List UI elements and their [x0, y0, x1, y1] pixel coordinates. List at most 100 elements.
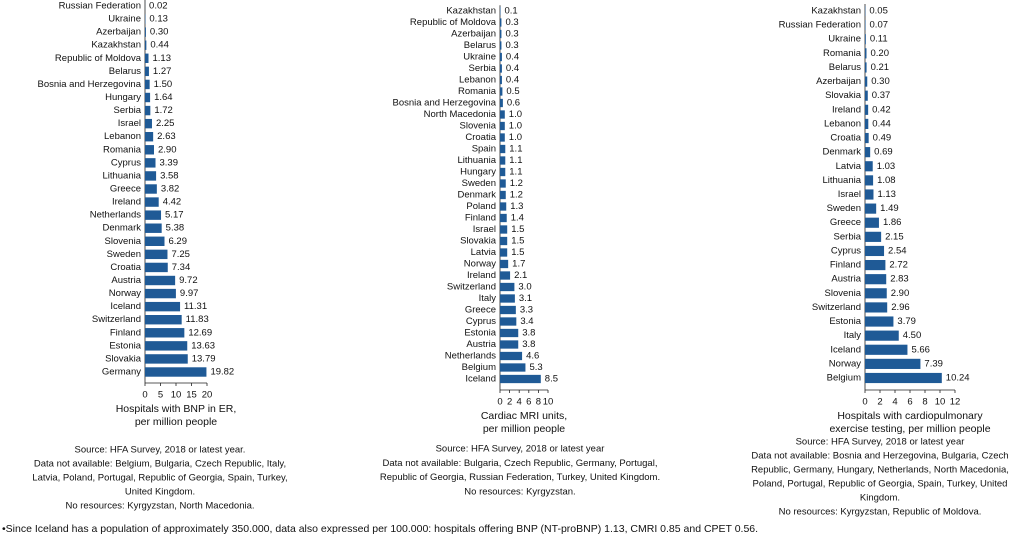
value-label: 0.4: [506, 63, 519, 74]
category-label: Lithuania: [457, 155, 496, 166]
category-label: Bosnia and Herzegovina: [37, 79, 141, 90]
bar: [865, 147, 871, 158]
value-label: 0.37: [872, 90, 891, 101]
category-label: Lebanon: [824, 118, 861, 129]
value-label: 2.96: [891, 302, 910, 313]
bar: [865, 288, 887, 299]
value-label: 0.44: [872, 118, 891, 129]
category-label: Cyprus: [111, 157, 141, 168]
bar: [500, 64, 502, 73]
value-label: 6.29: [168, 236, 187, 247]
note: Data not available: Bulgaria, Czech Repu…: [383, 458, 658, 469]
category-label: Greece: [465, 305, 496, 316]
bar: [865, 330, 899, 341]
bar: [865, 20, 866, 31]
category-label: Serbia: [469, 63, 497, 74]
value-label: 2.90: [891, 288, 910, 299]
value-label: 1.2: [510, 190, 523, 201]
bar: [145, 105, 151, 116]
value-label: 0.42: [872, 104, 891, 115]
value-label: 2.25: [156, 118, 175, 129]
value-label: 1.03: [877, 161, 896, 172]
value-label: 9.72: [179, 275, 198, 286]
category-label: Serbia: [114, 105, 142, 116]
value-label: 9.97: [180, 288, 199, 299]
bar: [500, 156, 506, 165]
category-label: Slovakia: [105, 353, 142, 364]
category-label: Azerbaijan: [96, 27, 141, 38]
value-label: 1.4: [511, 213, 524, 224]
value-label: 0.11: [870, 34, 888, 45]
bar: [865, 132, 869, 144]
bar: [865, 372, 942, 384]
value-label: 0.1: [504, 6, 517, 17]
axis-label: exercise testing, per million people: [829, 423, 990, 435]
category-label: Iceland: [110, 301, 141, 312]
category-label: Estonia: [464, 328, 496, 339]
x-tick-label: 0: [142, 390, 147, 401]
bar: [500, 52, 502, 62]
bar: [500, 305, 516, 315]
bar: [500, 29, 502, 39]
value-label: 5.38: [166, 223, 185, 234]
bar: [145, 171, 157, 181]
value-label: 0.05: [869, 6, 888, 17]
value-label: 13.63: [191, 340, 215, 351]
category-label: Estonia: [829, 316, 861, 327]
value-label: 1.3: [510, 201, 523, 212]
axis-label: Hospitals with cardiopulmonary: [837, 410, 983, 422]
value-label: 4.42: [163, 197, 182, 208]
category-label: Sweden: [107, 249, 141, 260]
value-label: 3.4: [520, 316, 533, 327]
category-label: Switzerland: [447, 282, 496, 293]
category-label: Ukraine: [828, 34, 861, 45]
x-tick-label: 8: [922, 397, 927, 408]
value-label: 0.69: [874, 147, 893, 158]
bar: [865, 274, 887, 285]
bar: [500, 213, 507, 223]
value-label: 3.1: [519, 293, 532, 304]
category-label: Finland: [110, 327, 141, 338]
note: Republic of Georgia, Russian Federation,…: [380, 472, 660, 483]
bar: [500, 167, 506, 177]
category-label: Netherlands: [445, 351, 496, 362]
bar: [145, 184, 157, 194]
value-label: 0.4: [506, 52, 519, 63]
category-label: Poland: [466, 201, 496, 212]
bar: [865, 344, 908, 355]
value-label: 0.21: [871, 62, 890, 73]
value-label: 3.0: [518, 282, 531, 293]
category-label: Austria: [111, 275, 141, 286]
bar: [145, 301, 181, 312]
value-label: 1.5: [511, 236, 524, 247]
bar: [145, 132, 154, 142]
axis-label: per million people: [483, 423, 565, 435]
category-label: North Macedonia: [424, 109, 497, 120]
category-label: Croatia: [110, 262, 141, 273]
bar: [500, 248, 508, 257]
bar: [145, 288, 176, 299]
value-label: 12.69: [188, 327, 212, 338]
category-label: Cyprus: [466, 316, 496, 327]
bar: [865, 302, 888, 313]
note: United Kingdom.: [125, 487, 195, 498]
category-label: Israel: [118, 118, 141, 129]
bar: [500, 18, 502, 27]
value-label: 0.49: [873, 133, 892, 144]
category-label: Lithuania: [102, 170, 141, 181]
category-label: Romania: [103, 144, 142, 155]
category-label: Slovakia: [825, 90, 862, 101]
category-label: Greece: [110, 184, 141, 195]
category-label: Denmark: [457, 190, 496, 201]
category-label: Norway: [109, 288, 141, 299]
x-tick-label: 4: [517, 397, 522, 408]
bar: [865, 245, 885, 257]
bar: [865, 90, 868, 101]
value-label: 0.30: [150, 27, 169, 38]
value-label: 0.02: [149, 1, 168, 12]
value-label: 2.90: [158, 144, 177, 155]
value-label: 1.7: [512, 259, 525, 270]
value-label: 3.58: [160, 170, 179, 181]
category-label: Bosnia and Herzegovina: [392, 98, 496, 109]
category-label: Belarus: [109, 66, 141, 77]
